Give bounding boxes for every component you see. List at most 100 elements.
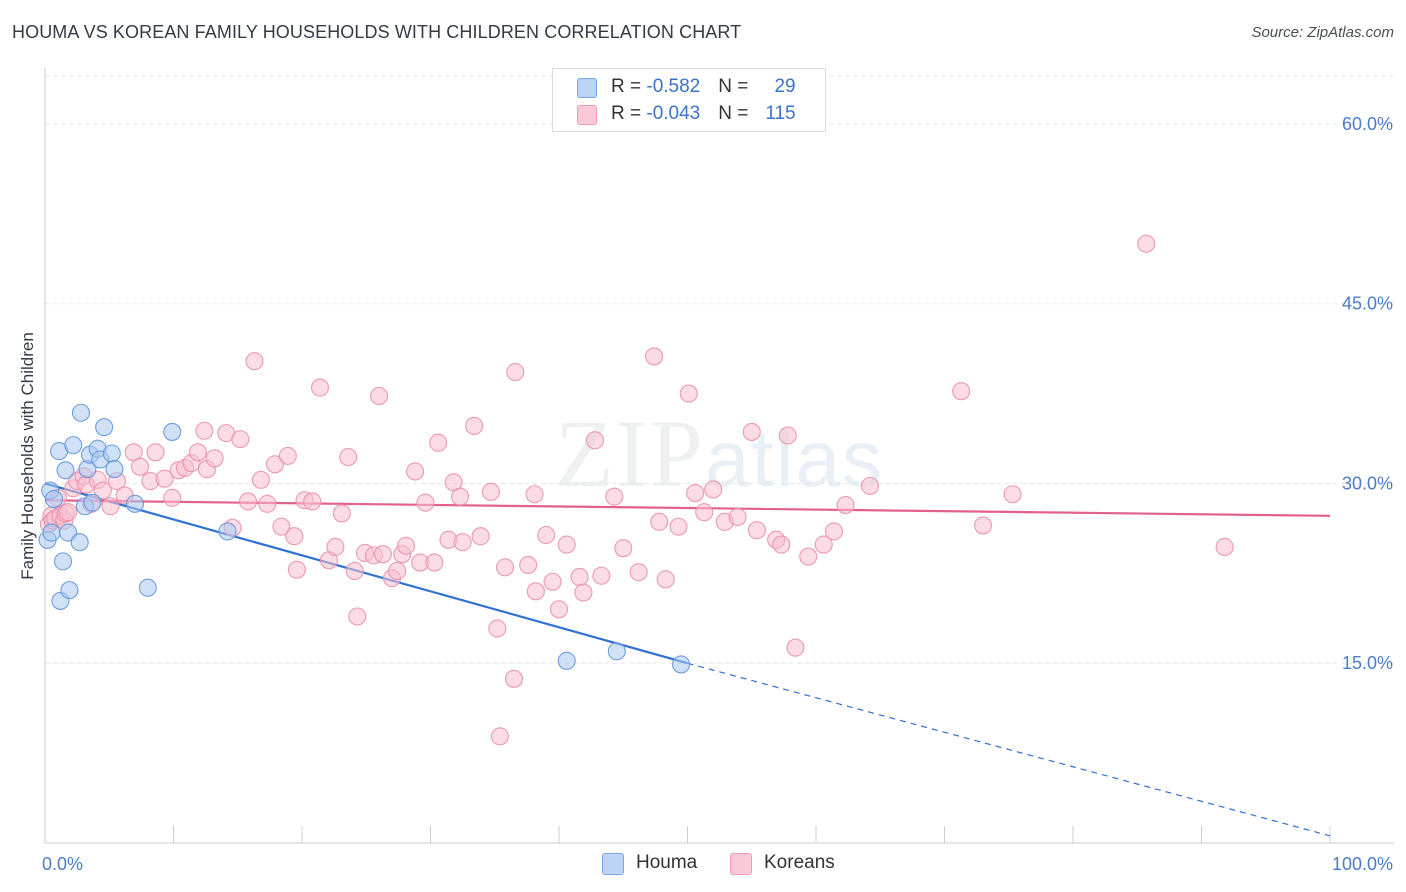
- koreans-point: [93, 481, 112, 500]
- koreans-point: [453, 533, 472, 552]
- koreans-point: [370, 386, 389, 406]
- houma-point: [59, 523, 78, 542]
- koreans-point: [686, 484, 705, 503]
- koreans-point: [592, 566, 611, 585]
- y-tick-label: 45.0%: [1342, 294, 1393, 314]
- koreans-point: [429, 433, 448, 452]
- koreans-point: [326, 537, 345, 557]
- koreans-point: [231, 430, 250, 449]
- koreans-point: [188, 443, 207, 462]
- koreans-point: [650, 512, 669, 531]
- houma-point: [672, 655, 691, 674]
- koreans-point: [332, 504, 351, 523]
- koreans-point: [373, 545, 393, 564]
- source-label: Source: ZipAtlas.com: [1251, 24, 1394, 41]
- koreans-point: [406, 462, 425, 481]
- koreans-point: [814, 535, 833, 554]
- houma-swatch: [577, 78, 597, 98]
- houma-point: [218, 522, 237, 541]
- houma-n-value: 29: [774, 76, 796, 97]
- axes: [44, 68, 1394, 844]
- tick-labels: 15.0% 30.0% 45.0% 60.0% 0.0% 100.0%: [42, 114, 1393, 874]
- koreans-point: [258, 494, 277, 513]
- houma-legend-swatch: [602, 853, 624, 875]
- koreans-point: [490, 727, 509, 746]
- koreans-point: [557, 535, 576, 554]
- houma-r-label: R =: [611, 76, 647, 97]
- koreans-point: [860, 476, 880, 495]
- koreans-point: [574, 583, 593, 602]
- koreans-point: [772, 535, 791, 554]
- koreans-point: [146, 443, 165, 462]
- y-tick-label: 30.0%: [1342, 473, 1393, 493]
- koreans-point: [537, 525, 556, 545]
- koreans-point: [1003, 485, 1022, 504]
- koreans-point: [59, 503, 78, 522]
- koreans-point: [742, 422, 761, 441]
- koreans-point: [669, 517, 688, 536]
- koreans-point: [506, 362, 525, 382]
- koreans-n-value: 115: [765, 103, 796, 124]
- x-tick-label: 0.0%: [42, 854, 83, 874]
- houma-point: [71, 403, 91, 422]
- koreans-point: [238, 492, 258, 511]
- koreans-point: [251, 470, 270, 489]
- koreans-point: [488, 619, 507, 638]
- koreans-point: [303, 492, 322, 511]
- koreans-point: [388, 561, 407, 581]
- houma-point: [102, 444, 121, 463]
- koreans-point: [549, 600, 569, 619]
- houma-point: [83, 493, 102, 512]
- koreans-point: [265, 455, 285, 474]
- koreans-point: [605, 487, 624, 506]
- koreans-n-label: N =: [718, 103, 754, 124]
- houma-point: [60, 581, 79, 600]
- koreans-point: [525, 485, 544, 504]
- houma-point: [105, 460, 124, 479]
- houma-point: [95, 418, 114, 437]
- watermark-zip: ZIP: [555, 400, 705, 507]
- koreans-point: [504, 669, 524, 688]
- koreans-point: [495, 558, 515, 577]
- houma-r-value: -0.582: [646, 76, 701, 97]
- koreans-point: [287, 560, 306, 579]
- koreans-point: [836, 495, 855, 515]
- koreans-point: [205, 449, 224, 468]
- zipatlas-watermark: ZIPatlas: [555, 398, 884, 509]
- koreans-point: [245, 352, 264, 371]
- koreans-point: [416, 493, 435, 512]
- koreans-point: [339, 448, 358, 467]
- houma-point: [125, 494, 144, 513]
- koreans-point: [155, 469, 174, 488]
- koreans-r-label: R =: [611, 103, 647, 124]
- koreans-point: [1137, 234, 1156, 253]
- gridlines: [45, 75, 1394, 664]
- y-tick-label: 60.0%: [1342, 114, 1393, 134]
- koreans-point: [278, 446, 297, 465]
- koreans-point: [425, 553, 444, 572]
- koreans-point: [614, 539, 633, 558]
- houma-point: [53, 552, 73, 571]
- koreans-point: [695, 503, 714, 522]
- koreans-point: [570, 567, 589, 586]
- houma-point: [607, 642, 626, 661]
- koreans-point: [799, 547, 818, 566]
- koreans-point: [824, 522, 844, 541]
- houma-point: [56, 461, 75, 480]
- koreans-point: [519, 555, 538, 575]
- houma-n-label: N =: [718, 76, 754, 97]
- houma-point: [44, 489, 64, 509]
- houma-point: [138, 578, 157, 597]
- x-tick-label: 100.0%: [1332, 854, 1393, 874]
- data-points: [38, 234, 1234, 746]
- houma-point: [42, 523, 61, 542]
- koreans-point: [451, 487, 470, 506]
- koreans-point: [481, 482, 500, 501]
- koreans-r-value: -0.043: [646, 103, 701, 124]
- koreans-point: [585, 431, 605, 450]
- koreans-point: [163, 488, 182, 507]
- koreans-point: [1215, 537, 1234, 557]
- koreans-point: [465, 416, 484, 435]
- chart-title: HOUMA VS KOREAN FAMILY HOUSEHOLDS WITH C…: [12, 22, 742, 42]
